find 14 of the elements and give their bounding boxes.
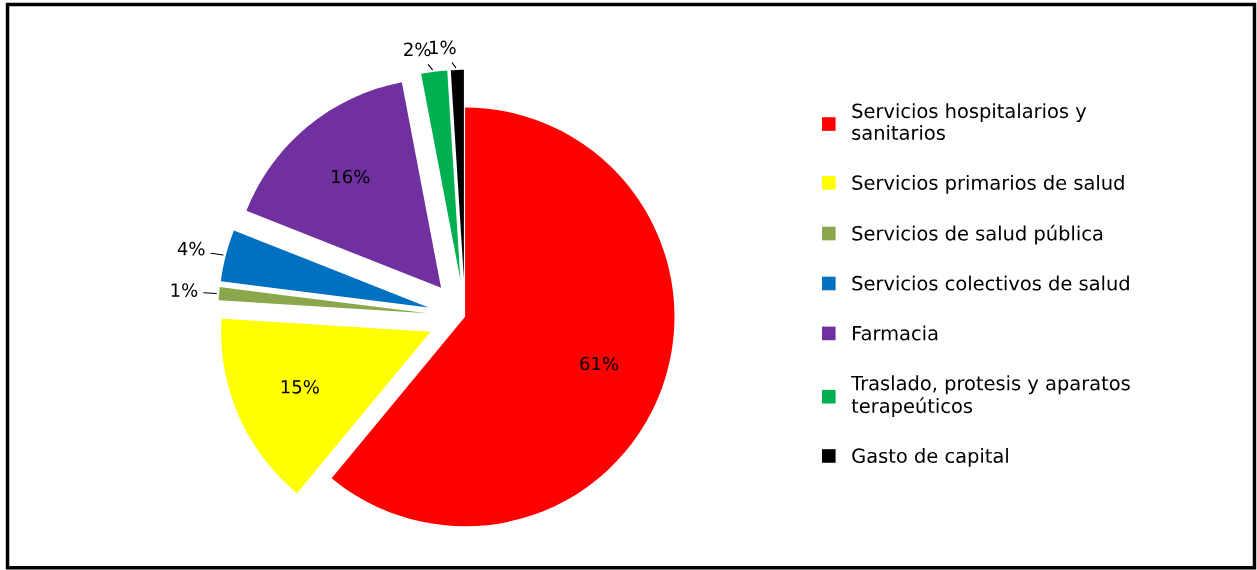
legend-label: Farmacia xyxy=(853,325,938,341)
legend-label: Servicios colectivos de salud xyxy=(852,275,1129,291)
data-label: 15% xyxy=(281,379,319,394)
legend-label: Servicios de salud pública xyxy=(852,224,1103,245)
data-label: 1% xyxy=(430,40,456,55)
data-label: 1% xyxy=(171,283,198,297)
data-label: 4% xyxy=(177,241,205,256)
legend-label: Servicios hospitalarios y sanitarios xyxy=(852,103,1087,140)
data-label: 2% xyxy=(404,42,431,57)
legend-label: Servicios primarios de salud xyxy=(852,174,1124,194)
data-label: 16% xyxy=(332,169,370,184)
legend-label: Traslado, protesis y aparatos terapeúticos xyxy=(851,375,1130,417)
data-label: 61% xyxy=(580,356,619,371)
legend-label: Gasto de capital xyxy=(852,448,1008,467)
